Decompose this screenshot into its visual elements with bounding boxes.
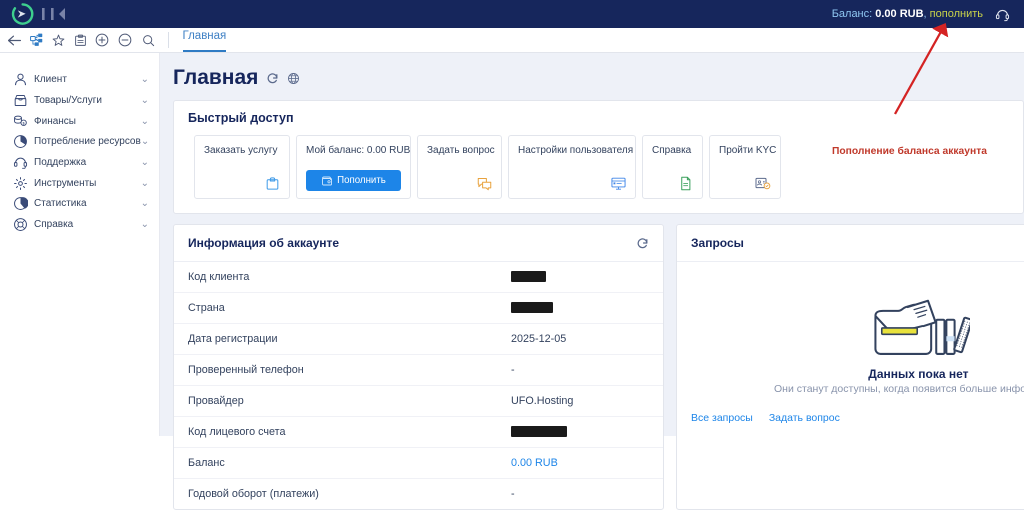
svg-text:$: $: [23, 121, 25, 125]
